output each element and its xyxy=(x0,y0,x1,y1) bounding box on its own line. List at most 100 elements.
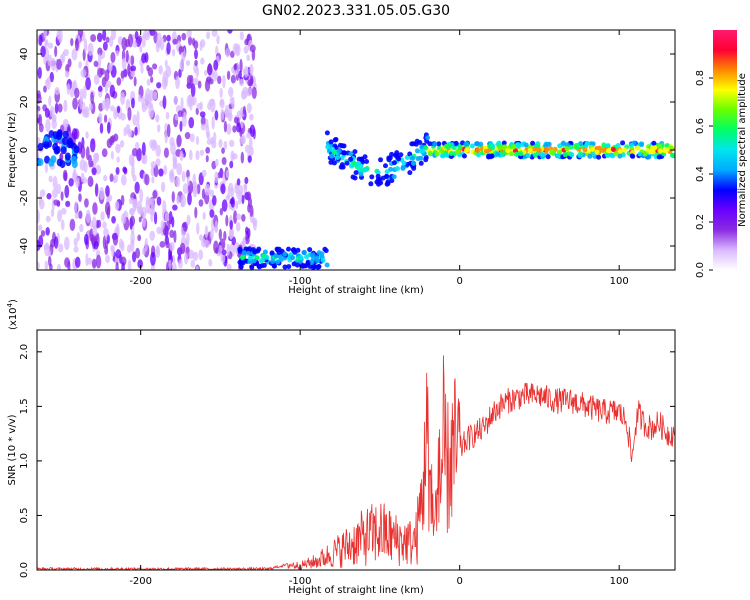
heatmap-cell xyxy=(189,133,195,143)
heatmap-cell xyxy=(127,63,131,77)
heatmap-cell xyxy=(141,53,147,64)
heatmap-cell xyxy=(151,176,155,184)
heatmap-cell xyxy=(400,164,406,170)
heatmap-cell xyxy=(109,173,114,182)
heatmap-cell xyxy=(156,82,162,89)
heatmap-cell xyxy=(515,142,521,148)
heatmap-cell xyxy=(206,131,211,140)
heatmap-cell xyxy=(194,59,198,67)
heatmap-cell xyxy=(286,264,292,270)
heatmap-cell xyxy=(196,183,201,195)
heatmap-cell xyxy=(91,167,97,176)
heatmap-cell xyxy=(37,142,44,151)
heatmap-cell xyxy=(245,191,252,201)
heatmap-cell xyxy=(444,152,450,158)
heatmap-cell xyxy=(103,114,108,123)
heatmap-cell xyxy=(186,214,191,226)
heatmap-cell xyxy=(193,40,199,50)
heatmap-cell xyxy=(474,141,480,147)
heatmap-cell xyxy=(82,177,88,184)
heatmap-cell xyxy=(282,251,288,257)
heatmap-cell xyxy=(564,146,570,152)
heatmap-cell xyxy=(278,257,284,263)
heatmap-cell xyxy=(185,60,191,67)
heatmap-cell xyxy=(156,226,162,235)
heatmap-cell xyxy=(340,164,346,170)
heatmap-cell xyxy=(62,137,69,146)
heatmap-y-axis: -40 -20 0 20 40 xyxy=(19,48,675,254)
heatmap-region-band-3 xyxy=(324,130,431,187)
heatmap-cell xyxy=(637,151,643,157)
heatmap-cell xyxy=(137,259,143,269)
heatmap-cell xyxy=(37,209,40,224)
heatmap-cell xyxy=(43,141,50,150)
heatmap-cell xyxy=(49,71,55,83)
heatmap-cell xyxy=(158,65,163,75)
heatmap-cell xyxy=(78,193,82,203)
heatmap-cell xyxy=(205,155,209,163)
heatmap-cell xyxy=(241,134,246,145)
heatmap-cell xyxy=(87,175,94,188)
heatmap-cell xyxy=(97,47,103,56)
heatmap-cell xyxy=(384,181,390,187)
heatmap-cell xyxy=(495,151,501,157)
heatmap-cell xyxy=(329,146,335,152)
heatmap-cell xyxy=(237,246,243,252)
heatmap-cell xyxy=(43,30,47,40)
heatmap-cell xyxy=(64,184,70,199)
heatmap-cell xyxy=(101,100,106,111)
heatmap-cell xyxy=(115,167,120,175)
heatmap-cell xyxy=(78,61,83,69)
heatmap-cell xyxy=(328,159,334,165)
heatmap-cell xyxy=(74,87,80,99)
heatmap-x-label: Height of straight line (km) xyxy=(288,285,424,296)
heatmap-cell xyxy=(212,70,218,82)
heatmap-cell xyxy=(335,155,341,161)
heatmap-cell xyxy=(120,70,125,79)
heatmap-cell xyxy=(93,240,99,250)
heatmap-cell xyxy=(214,171,219,184)
heatmap-cell xyxy=(134,142,140,150)
heatmap-cell xyxy=(155,114,160,123)
heatmap-cell xyxy=(230,196,235,208)
heatmap-cell xyxy=(310,252,316,258)
heatmap-cell xyxy=(85,131,89,139)
heatmap-cell xyxy=(628,142,634,148)
heatmap-cell xyxy=(184,252,188,265)
heatmap-cell xyxy=(109,84,116,98)
heatmap-cell xyxy=(226,243,230,256)
heatmap-cell xyxy=(423,157,429,163)
heatmap-cell xyxy=(247,255,253,261)
heatmap-cell xyxy=(432,141,438,147)
heatmap-cell xyxy=(182,221,188,232)
heatmap-cell xyxy=(197,80,202,89)
heatmap-cell xyxy=(427,141,433,147)
heatmap-cell xyxy=(45,215,51,223)
heatmap-cell xyxy=(181,32,187,41)
heatmap-cell xyxy=(69,218,76,231)
heatmap-cell xyxy=(513,148,519,154)
heatmap-cell xyxy=(72,97,78,110)
heatmap-cell xyxy=(497,145,503,151)
y-tick-label: 0.0 xyxy=(19,562,30,578)
heatmap-cell xyxy=(127,33,134,48)
heatmap-cell xyxy=(64,257,70,268)
heatmap-cell xyxy=(191,96,197,106)
heatmap-cell xyxy=(418,155,424,161)
heatmap-cell xyxy=(332,137,338,143)
heatmap-cell xyxy=(64,70,69,78)
heatmap-cell xyxy=(163,147,169,159)
heatmap-cell xyxy=(546,141,552,147)
heatmap-cell xyxy=(178,259,183,269)
heatmap-cell xyxy=(404,155,410,161)
heatmap-cell xyxy=(461,153,467,159)
heatmap-cell xyxy=(545,154,551,160)
heatmap-cell xyxy=(245,250,251,256)
heatmap-cell xyxy=(208,78,214,85)
heatmap-cell xyxy=(301,249,307,255)
heatmap-cell xyxy=(50,238,56,248)
heatmap-cell xyxy=(242,105,246,116)
heatmap-cell xyxy=(97,219,102,228)
heatmap-cell xyxy=(574,145,580,151)
heatmap-cell xyxy=(94,183,99,197)
